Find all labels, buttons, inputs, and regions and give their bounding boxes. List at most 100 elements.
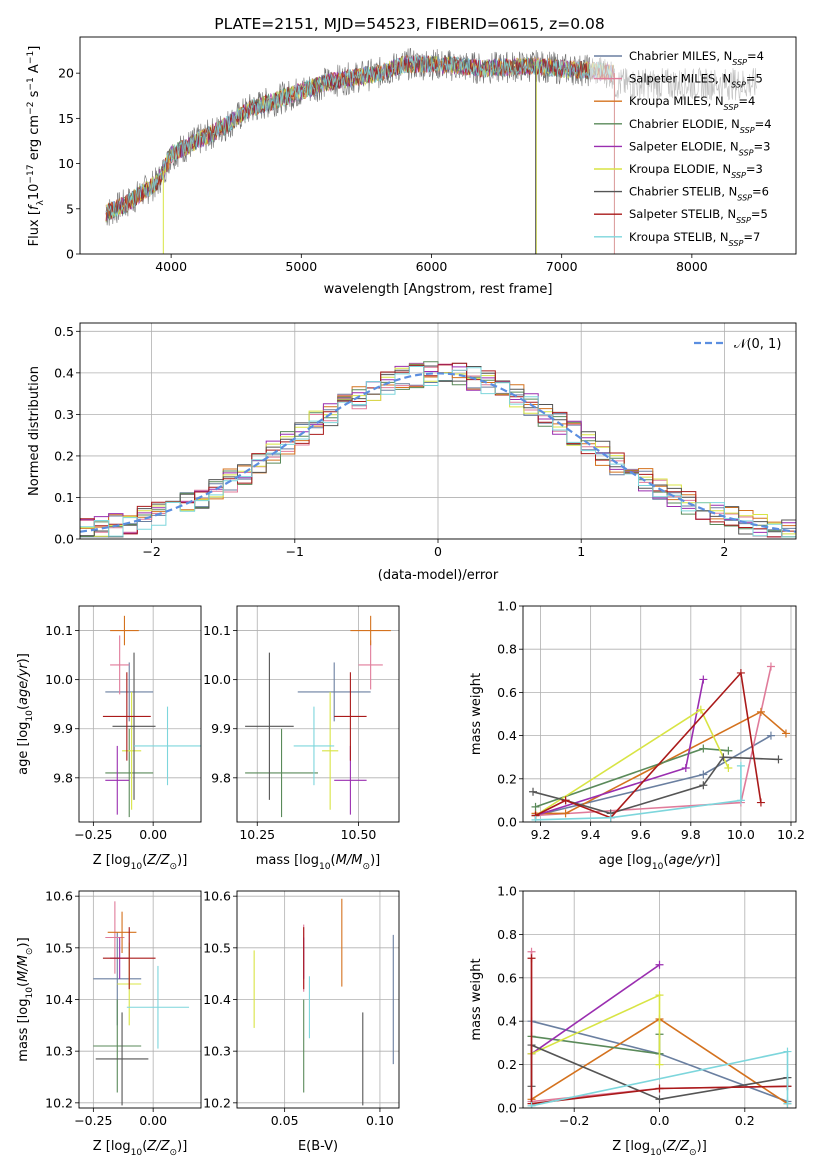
weight-point-marker — [561, 796, 570, 805]
histogram-step-line — [80, 362, 796, 538]
y-axis-label-part: λ — [36, 200, 46, 206]
legend-label-part: Chabrier ELODIE, N — [629, 117, 740, 131]
weight-point-marker — [655, 1060, 664, 1069]
y-tick-label: 10.2 — [45, 1095, 73, 1110]
x-axis-label-part: Z/Z — [666, 1139, 690, 1154]
legend-label: Kroupa ELODIE, NSSP=3 — [629, 162, 763, 180]
weight-point-marker — [736, 668, 745, 677]
legend-label-part: SSP — [740, 125, 755, 134]
x-axis-label-part: ( — [662, 1139, 667, 1154]
x-axis-label-part: mass [log — [256, 853, 319, 868]
weight-point-marker — [655, 1095, 664, 1104]
legend-label-part: =4 — [738, 94, 755, 108]
weight-series-line — [530, 958, 788, 1105]
y-axis-label-part: age/yr — [16, 662, 31, 705]
legend-label: Salpeter MILES, NSSP=5 — [629, 72, 763, 90]
x-tick-label: 0.05 — [271, 1113, 299, 1128]
x-axis-label-part: E(B-V) — [298, 1139, 338, 1154]
legend-label: 𝒩(0, 1) — [734, 337, 781, 352]
y-tick-label: 5 — [66, 201, 74, 216]
weight-point-marker — [781, 729, 790, 738]
legend-label-part: =4 — [747, 49, 764, 63]
x-axis-label: Z [log10(Z/Z⊙)] — [93, 1139, 188, 1158]
y-axis-label-part: age [log — [16, 722, 31, 775]
x-tick-label: −0.25 — [74, 1113, 112, 1128]
y-tick-label: 10.6 — [45, 889, 73, 904]
x-tick-label: 6000 — [416, 259, 448, 274]
legend-label-part: =3 — [753, 139, 770, 153]
legend-label-part: Salpeter STELIB, N — [629, 207, 736, 221]
y-tick-label: 1.0 — [497, 884, 517, 899]
y-tick-label: 0.4 — [497, 728, 517, 743]
x-axis-label: Z [log10(Z/Z⊙)] — [93, 853, 188, 872]
y-tick-label: 10.3 — [45, 1044, 73, 1059]
x-tick-label: 10.25 — [239, 827, 275, 842]
legend-label-part: SSP — [731, 80, 746, 89]
x-axis-label-part: Z [log — [93, 853, 131, 868]
legend-label-part: =6 — [752, 185, 769, 199]
weight-point-marker — [766, 662, 775, 671]
x-tick-label: 0.00 — [139, 1113, 167, 1128]
x-axis-label-part: 10 — [319, 862, 331, 872]
legend-label-part: Chabrier MILES, N — [629, 49, 732, 63]
y-tick-label: 9.8 — [211, 770, 231, 785]
y-axis-label-part: A — [27, 64, 42, 77]
x-axis-label-part: ( — [142, 1139, 147, 1154]
x-axis-label-part: )] — [710, 853, 720, 868]
legend-label-part: =7 — [743, 230, 760, 244]
legend-label: Salpeter ELODIE, NSSP=3 — [629, 139, 770, 157]
y-tick-label: 0 — [66, 247, 74, 262]
x-tick-label: 8000 — [676, 259, 708, 274]
legend-label-part: Kroupa MILES, N — [629, 94, 724, 108]
y-axis-label-part: −1 — [26, 77, 36, 90]
y-tick-label: 10.0 — [203, 672, 231, 687]
y-tick-label: 10.1 — [203, 623, 231, 638]
legend-label-part: SSP — [729, 238, 744, 247]
legend-label-part: Chabrier STELIB, N — [629, 185, 737, 199]
x-tick-label: 7000 — [546, 259, 578, 274]
x-axis-label-part: Z [log — [612, 1139, 650, 1154]
y-tick-label: 10.1 — [45, 623, 73, 638]
x-tick-label: 10.0 — [727, 827, 755, 842]
y-axis-label-part: ( — [16, 705, 31, 710]
weight-point-marker — [681, 764, 690, 772]
weight-point-marker — [699, 781, 708, 790]
x-axis-label-part: ⊙ — [170, 862, 178, 872]
y-axis-label-part: 10 — [27, 184, 42, 201]
y-tick-label: 10.4 — [45, 992, 73, 1007]
x-axis-label-part: ( — [142, 853, 147, 868]
weight-point-marker — [531, 815, 540, 822]
spectrum-frame — [79, 36, 797, 255]
y-axis-label-part: s — [27, 90, 42, 101]
weight-point-marker — [756, 798, 765, 807]
age-vs-mass-plot — [237, 606, 399, 822]
x-axis-label-part: ⊙ — [362, 862, 370, 872]
x-tick-label: 0.10 — [366, 1113, 394, 1128]
weight-vs-z-plot — [523, 891, 796, 1108]
weight-point-marker — [606, 813, 615, 822]
weight-series-line — [535, 747, 729, 808]
y-tick-label: 0.3 — [54, 407, 74, 422]
weight-vs-age-plot — [523, 606, 796, 822]
y-tick-label: 10 — [58, 156, 74, 171]
x-axis-label-part: age/yr — [669, 853, 712, 868]
y-tick-label: 1.0 — [497, 599, 517, 614]
legend-label-part: Kroupa STELIB, N — [629, 230, 729, 244]
weight-point-marker — [783, 1047, 792, 1056]
weight-point-marker — [736, 761, 745, 770]
spectrum-plot — [105, 42, 794, 254]
legend-label: Kroupa MILES, NSSP=4 — [629, 94, 755, 112]
y-tick-label: 10.5 — [203, 940, 231, 955]
weight-point-marker — [696, 705, 705, 714]
legend-label-part: SSP — [732, 58, 747, 67]
x-axis-label: E(B-V) — [298, 1139, 338, 1154]
x-axis-label: age [log10(age/yr)] — [599, 853, 721, 872]
weight-point-marker — [724, 764, 733, 772]
weight-point-marker — [561, 809, 570, 818]
y-axis-label-part: ⊙ — [25, 947, 35, 955]
x-tick-label: 9.8 — [681, 827, 701, 842]
y-axis-label-part: 10 — [25, 710, 35, 722]
y-axis-label-part: f — [27, 203, 42, 210]
weight-series-line — [531, 964, 660, 1055]
y-axis-label: mass [log10(M/M⊙)] — [16, 937, 35, 1061]
